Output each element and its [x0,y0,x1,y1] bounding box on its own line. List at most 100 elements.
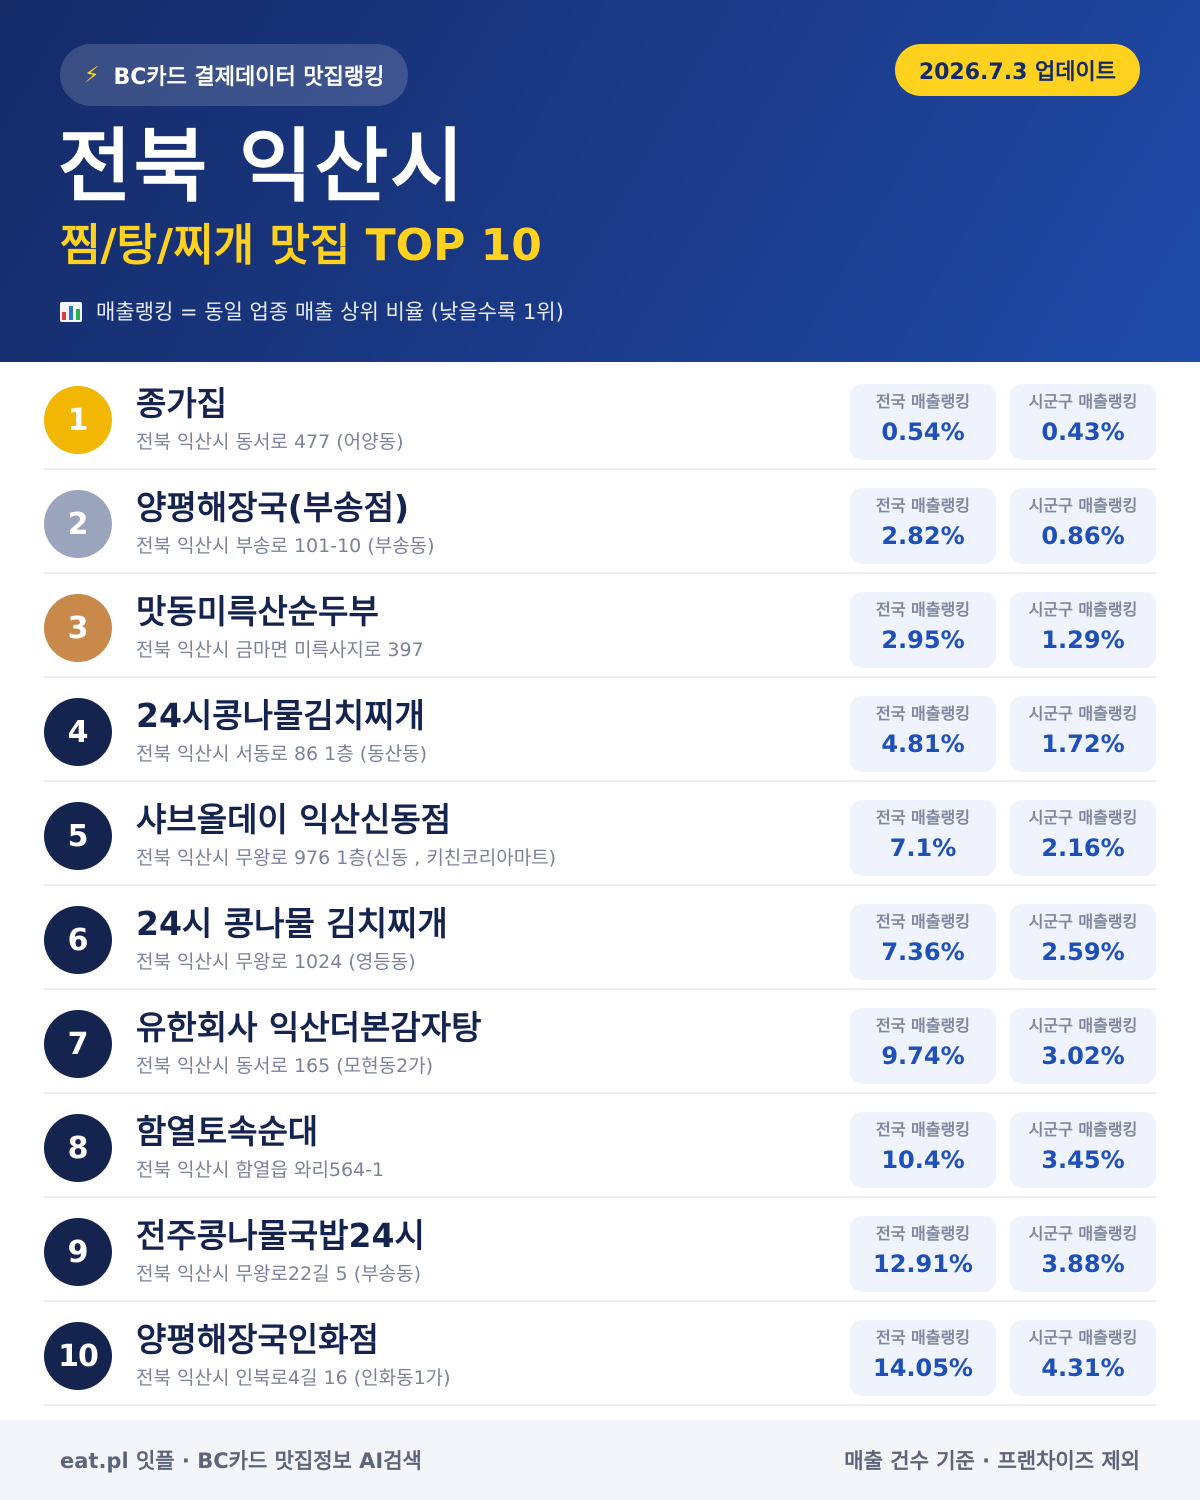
ranking-note: 매출랭킹 = 동일 업종 매출 상위 비율 (낮을수록 1위) [60,292,564,332]
national-ranking-value: 7.36% [881,938,965,966]
rank-badge: 3 [44,594,112,662]
restaurant-name: 양평해장국인화점 [136,1320,379,1359]
page-title: 전북 익산시 [58,120,466,213]
footer-criteria: 매출 건수 기준 · 프랜차이즈 제외 [844,1449,1140,1473]
list-item[interactable]: 4 24시콩나물김치찌개 전북 익산시 서동로 86 1층 (동산동) 전국 매… [44,678,1156,782]
rank-badge: 5 [44,802,112,870]
national-ranking-value: 7.1% [889,834,957,862]
restaurant-name: 샤브올데이 익산신동점 [136,800,452,839]
national-ranking-card: 전국 매출랭킹 4.81% [850,696,996,772]
list-item[interactable]: 2 양평해장국(부송점) 전북 익산시 부송로 101-10 (부송동) 전국 … [44,470,1156,574]
ranking-note-text: 매출랭킹 = 동일 업종 매출 상위 비율 (낮을수록 1위) [96,300,564,324]
restaurant-name: 전주콩나물국밥24시 [136,1216,425,1255]
page-subtitle: 찜/탕/찌개 맛집 TOP 10 [60,220,542,271]
list-item[interactable]: 3 맛동미륵산순두부 전북 익산시 금마면 미륵사지로 397 전국 매출랭킹 2… [44,574,1156,678]
national-ranking-label: 전국 매출랭킹 [876,808,970,827]
local-ranking-label: 시군구 매출랭킹 [1028,496,1138,515]
local-ranking-label: 시군구 매출랭킹 [1028,1328,1138,1347]
rank-badge: 2 [44,490,112,558]
national-ranking-label: 전국 매출랭킹 [876,1224,970,1243]
footer-bar: eat.pl 잇플 · BC카드 맛집정보 AI검색 매출 건수 기준 · 프랜… [0,1420,1200,1500]
national-ranking-label: 전국 매출랭킹 [876,912,970,931]
restaurant-address: 전북 익산시 동서로 165 (모현동2가) [136,1055,434,1077]
list-item[interactable]: 7 유한회사 익산더본감자탕 전북 익산시 동서로 165 (모현동2가) 전국… [44,990,1156,1094]
local-ranking-value: 3.88% [1041,1250,1125,1278]
restaurant-address: 전북 익산시 무왕로22길 5 (부송동) [136,1263,422,1285]
national-ranking-label: 전국 매출랭킹 [876,496,970,515]
national-ranking-value: 4.81% [881,730,965,758]
lightning-icon: ⚡ [84,62,100,88]
local-ranking-label: 시군구 매출랭킹 [1028,808,1138,827]
local-ranking-card: 시군구 매출랭킹 2.16% [1010,800,1156,876]
local-ranking-label: 시군구 매출랭킹 [1028,1224,1138,1243]
local-ranking-value: 3.02% [1041,1042,1125,1070]
national-ranking-value: 2.95% [881,626,965,654]
list-item[interactable]: 6 24시 콩나물 김치찌개 전북 익산시 무왕로 1024 (영등동) 전국 … [44,886,1156,990]
local-ranking-card: 시군구 매출랭킹 1.72% [1010,696,1156,772]
restaurant-address: 전북 익산시 인북로4길 16 (인화동1가) [136,1367,451,1389]
national-ranking-card: 전국 매출랭킹 2.95% [850,592,996,668]
footer-source: eat.pl 잇플 · BC카드 맛집정보 AI검색 [60,1449,422,1473]
national-ranking-value: 9.74% [881,1042,965,1070]
restaurant-address: 전북 익산시 서동로 86 1층 (동산동) [136,743,428,765]
local-ranking-label: 시군구 매출랭킹 [1028,1120,1138,1139]
national-ranking-label: 전국 매출랭킹 [876,704,970,723]
restaurant-name: 24시콩나물김치찌개 [136,696,425,735]
national-ranking-value: 14.05% [873,1354,973,1382]
restaurant-address: 전북 익산시 동서로 477 (어양동) [136,431,404,453]
national-ranking-card: 전국 매출랭킹 7.1% [850,800,996,876]
restaurant-address: 전북 익산시 무왕로 976 1층(신동 , 키친코리아마트) [136,847,557,869]
list-item[interactable]: 9 전주콩나물국밥24시 전북 익산시 무왕로22길 5 (부송동) 전국 매출… [44,1198,1156,1302]
restaurant-name: 맛동미륵산순두부 [136,592,379,631]
local-ranking-value: 2.59% [1041,938,1125,966]
list-item[interactable]: 1 종가집 전북 익산시 동서로 477 (어양동) 전국 매출랭킹 0.54% … [44,366,1156,470]
update-badge: 2026.7.3 업데이트 [894,44,1140,96]
local-ranking-card: 시군구 매출랭킹 4.31% [1010,1320,1156,1396]
national-ranking-card: 전국 매출랭킹 12.91% [850,1216,996,1292]
restaurant-list: 1 종가집 전북 익산시 동서로 477 (어양동) 전국 매출랭킹 0.54% … [44,366,1156,1406]
national-ranking-card: 전국 매출랭킹 0.54% [850,384,996,460]
national-ranking-card: 전국 매출랭킹 2.82% [850,488,996,564]
header-banner: ⚡ BC카드 결제데이터 맛집랭킹 2026.7.3 업데이트 전북 익산시 찜… [0,0,1200,362]
national-ranking-card: 전국 매출랭킹 9.74% [850,1008,996,1084]
local-ranking-value: 0.43% [1041,418,1125,446]
list-item[interactable]: 5 샤브올데이 익산신동점 전북 익산시 무왕로 976 1층(신동 , 키친코… [44,782,1156,886]
local-ranking-value: 0.86% [1041,522,1125,550]
national-ranking-label: 전국 매출랭킹 [876,1120,970,1139]
restaurant-name: 24시 콩나물 김치찌개 [136,904,448,943]
national-ranking-label: 전국 매출랭킹 [876,600,970,619]
local-ranking-card: 시군구 매출랭킹 3.88% [1010,1216,1156,1292]
restaurant-name: 함열토속순대 [136,1112,319,1151]
national-ranking-card: 전국 매출랭킹 7.36% [850,904,996,980]
local-ranking-card: 시군구 매출랭킹 3.02% [1010,1008,1156,1084]
local-ranking-card: 시군구 매출랭킹 1.29% [1010,592,1156,668]
restaurant-name: 종가집 [136,384,228,423]
restaurant-name: 유한회사 익산더본감자탕 [136,1008,482,1047]
local-ranking-card: 시군구 매출랭킹 0.43% [1010,384,1156,460]
rank-badge: 10 [44,1322,112,1390]
local-ranking-label: 시군구 매출랭킹 [1028,392,1138,411]
local-ranking-card: 시군구 매출랭킹 0.86% [1010,488,1156,564]
national-ranking-label: 전국 매출랭킹 [876,392,970,411]
local-ranking-value: 1.72% [1041,730,1125,758]
restaurant-address: 전북 익산시 무왕로 1024 (영등동) [136,951,416,973]
national-ranking-value: 2.82% [881,522,965,550]
national-ranking-value: 12.91% [873,1250,973,1278]
local-ranking-label: 시군구 매출랭킹 [1028,600,1138,619]
list-item[interactable]: 10 양평해장국인화점 전북 익산시 인북로4길 16 (인화동1가) 전국 매… [44,1302,1156,1406]
rank-badge: 8 [44,1114,112,1182]
local-ranking-card: 시군구 매출랭킹 2.59% [1010,904,1156,980]
national-ranking-card: 전국 매출랭킹 14.05% [850,1320,996,1396]
restaurant-address: 전북 익산시 부송로 101-10 (부송동) [136,535,435,557]
restaurant-address: 전북 익산시 함열읍 와리564-1 [136,1159,385,1181]
list-item[interactable]: 8 함열토속순대 전북 익산시 함열읍 와리564-1 전국 매출랭킹 10.4%… [44,1094,1156,1198]
bar-chart-icon [60,302,82,322]
rank-badge: 7 [44,1010,112,1078]
source-badge: ⚡ BC카드 결제데이터 맛집랭킹 [60,44,409,106]
rank-badge: 9 [44,1218,112,1286]
national-ranking-label: 전국 매출랭킹 [876,1328,970,1347]
local-ranking-label: 시군구 매출랭킹 [1028,912,1138,931]
local-ranking-value: 2.16% [1041,834,1125,862]
national-ranking-value: 10.4% [881,1146,965,1174]
restaurant-name: 양평해장국(부송점) [136,488,410,527]
